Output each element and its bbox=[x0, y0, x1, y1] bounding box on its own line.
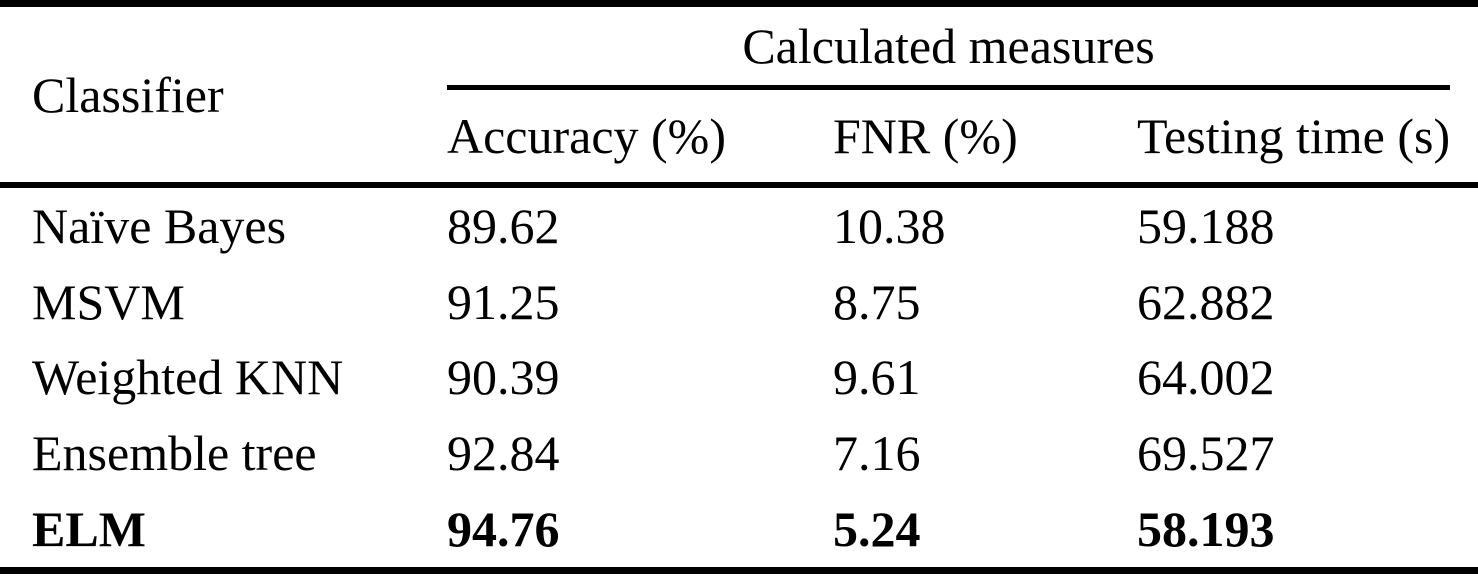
cell-fnr: 10.38 bbox=[833, 197, 946, 254]
table-row: MSVM 91.25 8.75 62.882 bbox=[0, 264, 1478, 340]
cell-fnr: 8.75 bbox=[833, 273, 921, 330]
cell-fnr: 5.24 bbox=[833, 501, 921, 558]
table-row: ELM 94.76 5.24 58.193 bbox=[0, 491, 1478, 567]
table-row: Ensemble tree 92.84 7.16 69.527 bbox=[0, 415, 1478, 491]
group-header-rule bbox=[447, 85, 1450, 90]
cell-testing-time: 58.193 bbox=[1137, 501, 1275, 558]
cell-testing-time: 64.002 bbox=[1137, 349, 1275, 406]
subheader-row: Accuracy (%) FNR (%) Testing time (s) bbox=[0, 90, 1478, 182]
classifier-column-header: Classifier bbox=[32, 66, 224, 123]
cell-classifier: Naïve Bayes bbox=[32, 197, 287, 254]
cell-testing-time: 69.527 bbox=[1137, 425, 1275, 482]
bottom-rule bbox=[0, 567, 1478, 574]
cell-accuracy: 89.62 bbox=[447, 197, 560, 254]
cell-fnr: 9.61 bbox=[833, 349, 921, 406]
cell-fnr: 7.16 bbox=[833, 425, 921, 482]
group-header-label: Calculated measures bbox=[742, 18, 1155, 74]
cell-accuracy: 92.84 bbox=[447, 425, 560, 482]
cell-classifier: Weighted KNN bbox=[32, 349, 344, 406]
table-row: Naïve Bayes 89.62 10.38 59.188 bbox=[0, 188, 1478, 264]
top-rule bbox=[0, 0, 1478, 7]
cell-classifier: MSVM bbox=[32, 273, 185, 330]
cell-accuracy: 90.39 bbox=[447, 349, 560, 406]
cell-testing-time: 62.882 bbox=[1137, 273, 1275, 330]
cell-testing-time: 59.188 bbox=[1137, 197, 1275, 254]
cell-classifier: ELM bbox=[32, 501, 146, 558]
header-body-divider-rule bbox=[0, 182, 1478, 188]
column-header-testing-time: Testing time (s) bbox=[1137, 108, 1451, 164]
cell-classifier: Ensemble tree bbox=[32, 425, 317, 482]
table-row: Weighted KNN 90.39 9.61 64.002 bbox=[0, 340, 1478, 416]
cell-accuracy: 91.25 bbox=[447, 273, 560, 330]
column-header-fnr: FNR (%) bbox=[833, 108, 1018, 164]
cell-accuracy: 94.76 bbox=[447, 501, 560, 558]
column-header-accuracy: Accuracy (%) bbox=[447, 108, 726, 164]
table-body: Naïve Bayes 89.62 10.38 59.188 MSVM 91.2… bbox=[0, 188, 1478, 567]
